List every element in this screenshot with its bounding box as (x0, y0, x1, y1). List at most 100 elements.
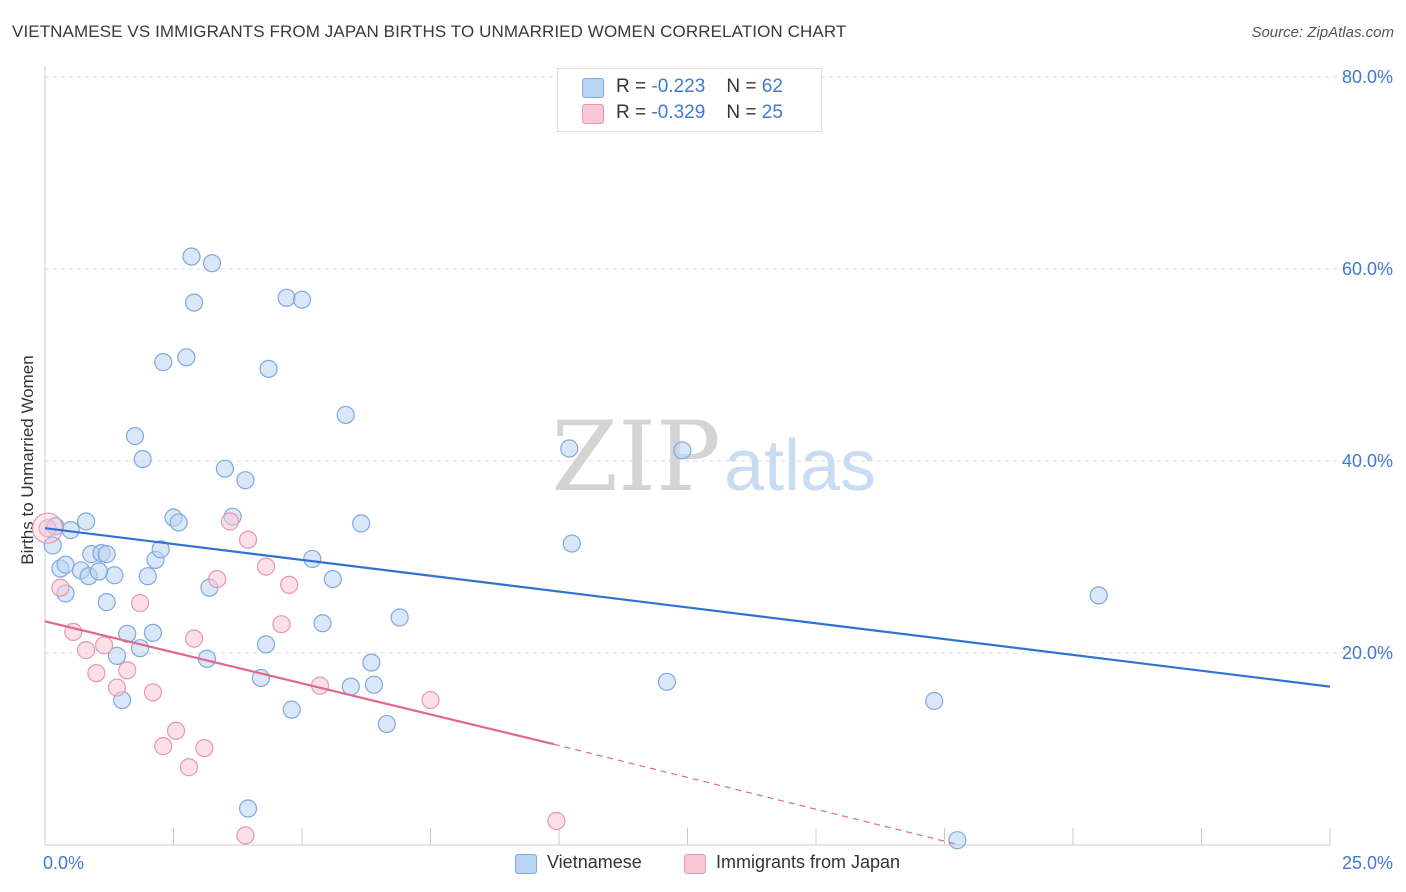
tick-layer: 20.0% 40.0% 60.0% 80.0% 0.0% 25.0% (43, 67, 1393, 873)
axes-layer (44, 66, 1331, 846)
vietnamese-point (657, 672, 677, 691)
vietnamese-point (560, 439, 579, 458)
japan-point (280, 575, 299, 594)
japan-point (87, 664, 106, 683)
japan-point (256, 557, 276, 576)
chart-title: VIETNAMESE VS IMMIGRANTS FROM JAPAN BIRT… (12, 22, 847, 41)
vietnamese-point (277, 288, 296, 307)
vietnamese-point (202, 254, 222, 273)
vietnamese-point (215, 459, 234, 478)
vietnamese-point (292, 290, 312, 309)
legend-swatch-japan (582, 104, 604, 124)
vietnamese-point (138, 567, 157, 586)
vietnamese-point (362, 653, 381, 672)
vietnamese-point (313, 614, 332, 633)
japan-point (272, 615, 291, 634)
trend-layer (44, 527, 1331, 846)
legend-swatch-vietnamese (582, 78, 604, 98)
japan-point (166, 721, 186, 740)
vietnamese-point (154, 353, 173, 372)
vietnamese-point (169, 513, 188, 532)
japan-point (220, 512, 240, 531)
vietnamese-point (341, 677, 360, 696)
vietnamese-point (56, 555, 75, 574)
points-layer (31, 247, 1108, 850)
vietnamese-point (184, 293, 204, 312)
vietnamese-trend-line (44, 527, 1331, 688)
vietnamese-point (948, 831, 967, 850)
source-label: Source: ZipAtlas.com (1251, 24, 1394, 41)
japan-point (184, 629, 204, 648)
japan-point (195, 738, 214, 758)
vietnamese-point (238, 799, 258, 818)
legend-n-value-japan: 25 (761, 102, 783, 123)
japan-point (236, 826, 255, 845)
legend-n-label: N = (726, 76, 757, 97)
japan-point (51, 578, 70, 597)
japan-point (154, 737, 173, 756)
y-tick-label: 60.0% (1342, 259, 1393, 279)
vietnamese-point (125, 426, 145, 446)
legend-r-value-vietnamese: -0.223 (651, 76, 706, 97)
vietnamese-point (390, 608, 409, 627)
japan-point (208, 569, 227, 589)
japan-point (77, 641, 96, 660)
legend-r-label: R = (616, 76, 647, 97)
vietnamese-point (256, 635, 276, 654)
vietnamese-point (364, 675, 384, 694)
vietnamese-point (143, 623, 163, 642)
japan-point (130, 593, 150, 613)
japan-trend-extension (553, 743, 961, 846)
bottom-legend-label-japan: Immigrants from Japan (716, 852, 901, 872)
correlation-legend: R = -0.223 N = 62 R = -0.329 N = 25 (557, 68, 822, 132)
japan-point (179, 758, 199, 777)
watermark-atlas: atlas (724, 426, 876, 506)
vietnamese-point (1089, 586, 1108, 605)
legend-r-value-japan: -0.329 (651, 102, 706, 123)
vietnamese-point (177, 348, 196, 367)
y-tick-label: 40.0% (1342, 451, 1393, 471)
vietnamese-point (89, 562, 109, 581)
vietnamese-point (259, 359, 278, 378)
vietnamese-point (97, 593, 116, 612)
vietnamese-point (673, 441, 692, 460)
grid-layer (45, 76, 1392, 654)
vietnamese-point (303, 549, 322, 569)
vietnamese-point (182, 247, 201, 266)
japan-trend-line (44, 620, 555, 746)
japan-point (95, 636, 114, 655)
vietnamese-point (151, 540, 170, 559)
japan-point (118, 661, 137, 680)
legend-n-label: N = (726, 102, 757, 123)
vietnamese-point (236, 471, 255, 490)
vietnamese-point (562, 534, 581, 553)
legend-n-value-vietnamese: 62 (761, 76, 783, 97)
legend-r-label: R = (616, 102, 647, 123)
bottom-legend-swatch-vietnamese (515, 854, 537, 874)
vietnamese-point (377, 714, 396, 734)
vietnamese-point (352, 514, 371, 533)
vietnamese-point (336, 405, 355, 425)
vietnamese-point (133, 449, 152, 469)
vietnamese-point (105, 566, 124, 585)
japan-point (143, 683, 163, 702)
vietnamese-point (77, 512, 96, 531)
vietnamese-point (323, 569, 342, 589)
y-tick-label: 80.0% (1342, 67, 1393, 87)
watermark: ZIP atlas (551, 401, 876, 513)
x-tick-label-min: 0.0% (43, 853, 84, 873)
japan-point (547, 811, 566, 831)
japan-point (107, 678, 127, 697)
japan-point (238, 530, 258, 549)
watermark-zip: ZIP (551, 401, 720, 513)
y-tick-label: 20.0% (1342, 643, 1393, 663)
vietnamese-point (43, 536, 62, 555)
vietnamese-point (107, 646, 127, 665)
japan-point (421, 690, 440, 710)
bottom-legend-label-vietnamese: Vietnamese (547, 852, 642, 872)
vietnamese-point (282, 700, 301, 719)
x-tick-label-max: 25.0% (1342, 853, 1393, 873)
bottom-legend-swatch-japan (684, 854, 706, 874)
vietnamese-point (97, 545, 116, 564)
